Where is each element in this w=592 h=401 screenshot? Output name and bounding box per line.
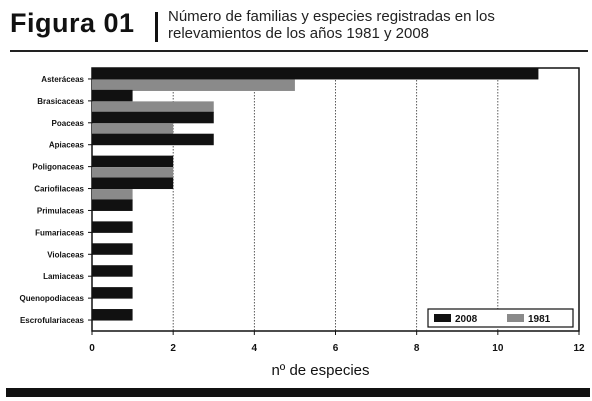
bar-2008 [92, 265, 133, 277]
bar-2008 [92, 133, 214, 146]
legend-box [427, 308, 574, 328]
legend-label-2008: 2008 [455, 314, 478, 325]
title-separator [155, 12, 158, 42]
category-label: Poligonaceas [32, 163, 84, 172]
x-tick-label: 10 [492, 343, 504, 354]
bar-2008 [92, 221, 133, 233]
title-line-2: relevamientos de los años 1981 y 2008 [168, 25, 430, 42]
category-label: Lamiaceas [43, 272, 84, 281]
bar-2008 [92, 199, 133, 211]
bar-2008 [92, 89, 133, 102]
x-tick-label: 8 [414, 343, 420, 354]
bar-2008 [92, 243, 133, 255]
x-tick-label: 12 [573, 343, 585, 354]
category-label: Cariofilaceas [34, 185, 84, 194]
bar-2008 [92, 287, 133, 299]
bar-1981 [92, 189, 133, 201]
category-label: Quenopodiaceas [20, 294, 85, 303]
x-axis-title: nº de especies [271, 362, 369, 379]
legend-swatch-1981 [507, 314, 524, 322]
category-label: Poaceas [52, 119, 85, 128]
x-tick-label: 0 [89, 343, 95, 354]
x-tick-label: 4 [252, 343, 258, 354]
category-label: Asteráceas [41, 75, 84, 84]
bottom-bar [6, 388, 590, 397]
category-label: Primulaceas [37, 206, 85, 215]
title-line-1: Número de familias y especies registrada… [168, 8, 495, 25]
legend-label-1981: 1981 [528, 314, 551, 325]
bar-2008 [92, 111, 214, 124]
category-label: Violaceas [47, 250, 84, 259]
category-label: Apiaceas [49, 141, 85, 150]
figure-title: Número de familias y especies registrada… [168, 8, 578, 42]
bar-1981 [92, 123, 174, 135]
bar-2008 [92, 309, 133, 321]
figure-label: Figura 01 [10, 8, 135, 38]
category-label: Brasicaceas [37, 97, 84, 106]
category-label: Escrofulariaceas [20, 316, 85, 325]
top-rule [10, 50, 588, 52]
bar-2008 [92, 177, 174, 190]
bar-2008 [92, 155, 174, 168]
category-label: Fumariaceas [35, 228, 84, 237]
bar-2008 [92, 67, 539, 80]
legend-swatch-2008 [434, 314, 451, 322]
x-tick-label: 2 [170, 343, 176, 354]
bar-1981 [92, 101, 214, 113]
bar-1981 [92, 79, 295, 91]
x-tick-label: 6 [333, 343, 339, 354]
bar-1981 [92, 167, 174, 179]
